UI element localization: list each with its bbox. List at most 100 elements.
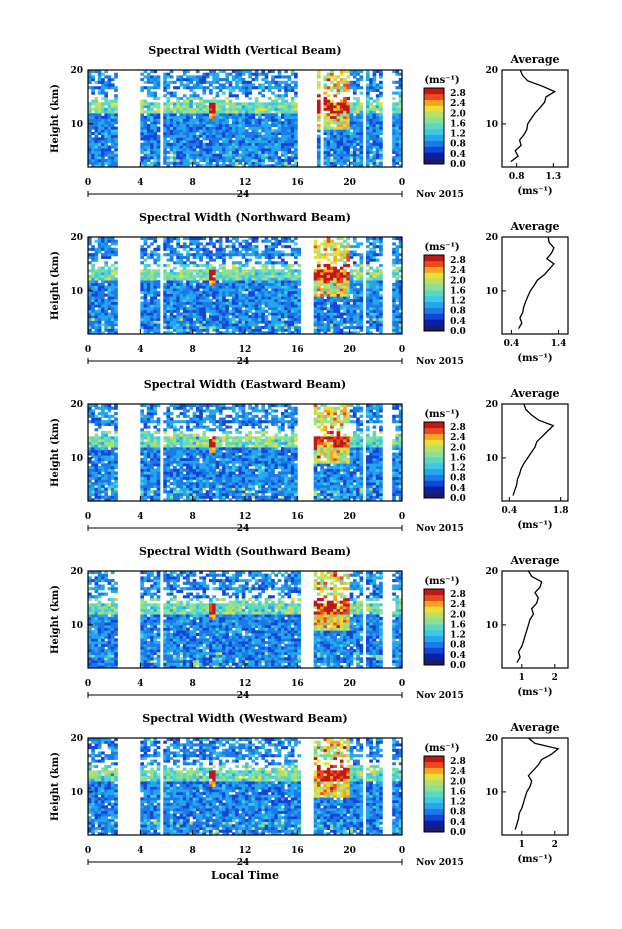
heatmap-cell	[379, 72, 383, 76]
heatmap-cell	[323, 312, 328, 316]
heatmap-cell	[277, 80, 282, 84]
heatmap-cell	[352, 245, 357, 249]
heatmap-cell	[254, 247, 259, 251]
heatmap-cell	[199, 118, 203, 122]
heatmap-cell	[261, 285, 266, 289]
heatmap-cell	[163, 288, 167, 292]
heatmap-cell	[398, 288, 403, 292]
heatmap-cell	[375, 126, 380, 130]
heatmap-cell	[271, 158, 275, 163]
heatmap-cell	[316, 75, 321, 79]
heatmap-cell	[222, 118, 226, 122]
heatmap-cell	[114, 99, 118, 103]
heatmap-cell	[202, 269, 207, 273]
heatmap-cell	[156, 107, 161, 111]
heatmap-cell	[356, 312, 360, 316]
heatmap-cell	[294, 250, 298, 254]
heatmap-cell	[169, 137, 174, 141]
heatmap-cell	[231, 290, 236, 294]
heatmap-cell	[186, 237, 190, 241]
heatmap-cell	[346, 75, 351, 79]
heatmap-cell	[366, 145, 370, 149]
heatmap-cell	[212, 129, 216, 133]
heatmap-cell	[333, 266, 337, 270]
heatmap-cell	[202, 72, 207, 76]
heatmap-cell	[97, 312, 102, 316]
heatmap-cell	[104, 433, 109, 437]
heatmap-cell	[375, 328, 380, 332]
heatmap-cell	[176, 258, 180, 262]
heatmap-cell	[166, 140, 171, 144]
heatmap-cell	[88, 328, 92, 332]
heatmap-cell	[271, 80, 275, 84]
heatmap-cell	[186, 315, 190, 319]
heatmap-cell	[150, 255, 154, 259]
heatmap-cell	[166, 131, 171, 136]
heatmap-cell	[258, 121, 262, 125]
heatmap-cell	[333, 83, 337, 87]
heatmap-cell	[156, 331, 161, 335]
heatmap-cell	[209, 285, 213, 289]
heatmap-cell	[372, 285, 377, 289]
heatmap-cell	[199, 102, 203, 106]
heatmap-cell	[379, 317, 383, 321]
colorbar-tick-label: 2.4	[450, 99, 466, 109]
heatmap-cell	[195, 78, 200, 82]
heatmap-cell	[202, 164, 207, 168]
heatmap-cell	[182, 148, 187, 152]
heatmap-cell	[251, 325, 256, 330]
heatmap-cell	[231, 277, 236, 281]
heatmap-cell	[176, 105, 180, 109]
heatmap-cell	[225, 301, 230, 305]
heatmap-cell	[173, 102, 177, 106]
heatmap-cell	[218, 78, 223, 82]
heatmap-cell	[150, 312, 154, 316]
heatmap-cell	[94, 420, 99, 424]
heatmap-cell	[261, 121, 266, 125]
heatmap-cell	[320, 309, 324, 313]
heatmap-cell	[287, 277, 292, 281]
heatmap-cell	[356, 96, 360, 101]
heatmap-cell	[248, 325, 252, 330]
heatmap-cell	[339, 145, 344, 149]
heatmap-cell	[228, 301, 233, 305]
heatmap-cell	[238, 78, 243, 82]
heatmap-cell	[277, 261, 282, 265]
heatmap-cell	[169, 253, 174, 257]
heatmap-cell	[343, 261, 347, 265]
heatmap-cell	[330, 110, 334, 114]
heatmap-cell	[339, 285, 344, 289]
heatmap-cell	[369, 317, 373, 321]
heatmap-cell	[222, 307, 226, 311]
heatmap-cell	[91, 148, 95, 152]
heatmap-cell	[336, 145, 341, 149]
heatmap-cell	[104, 301, 109, 305]
heatmap-cell	[222, 331, 226, 335]
heatmap-cell	[156, 102, 161, 106]
heatmap-cell	[195, 129, 200, 133]
heatmap-cell	[97, 490, 102, 494]
heatmap-cell	[235, 148, 239, 152]
heatmap-cell	[182, 331, 187, 335]
heatmap-cell	[228, 123, 233, 127]
heatmap-cell	[316, 253, 321, 257]
heatmap-cell	[166, 315, 171, 319]
heatmap-cell	[110, 140, 115, 144]
heatmap-cell	[248, 88, 252, 92]
heatmap-cell	[280, 280, 285, 284]
heatmap-cell	[212, 272, 216, 276]
heatmap-cell	[225, 323, 230, 327]
heatmap-cell	[101, 145, 105, 149]
heatmap-cell	[235, 325, 239, 330]
heatmap-cell	[153, 258, 158, 262]
heatmap-cell	[254, 142, 259, 146]
heatmap-cell	[166, 107, 171, 111]
heatmap-cell	[392, 301, 396, 305]
heatmap-cell	[297, 282, 301, 286]
heatmap-cell	[189, 290, 194, 294]
heatmap-cell	[225, 298, 230, 303]
heatmap-cell	[294, 75, 298, 79]
heatmap-cell	[209, 239, 213, 243]
heatmap-cell	[346, 83, 351, 87]
heatmap-cell	[356, 123, 360, 127]
